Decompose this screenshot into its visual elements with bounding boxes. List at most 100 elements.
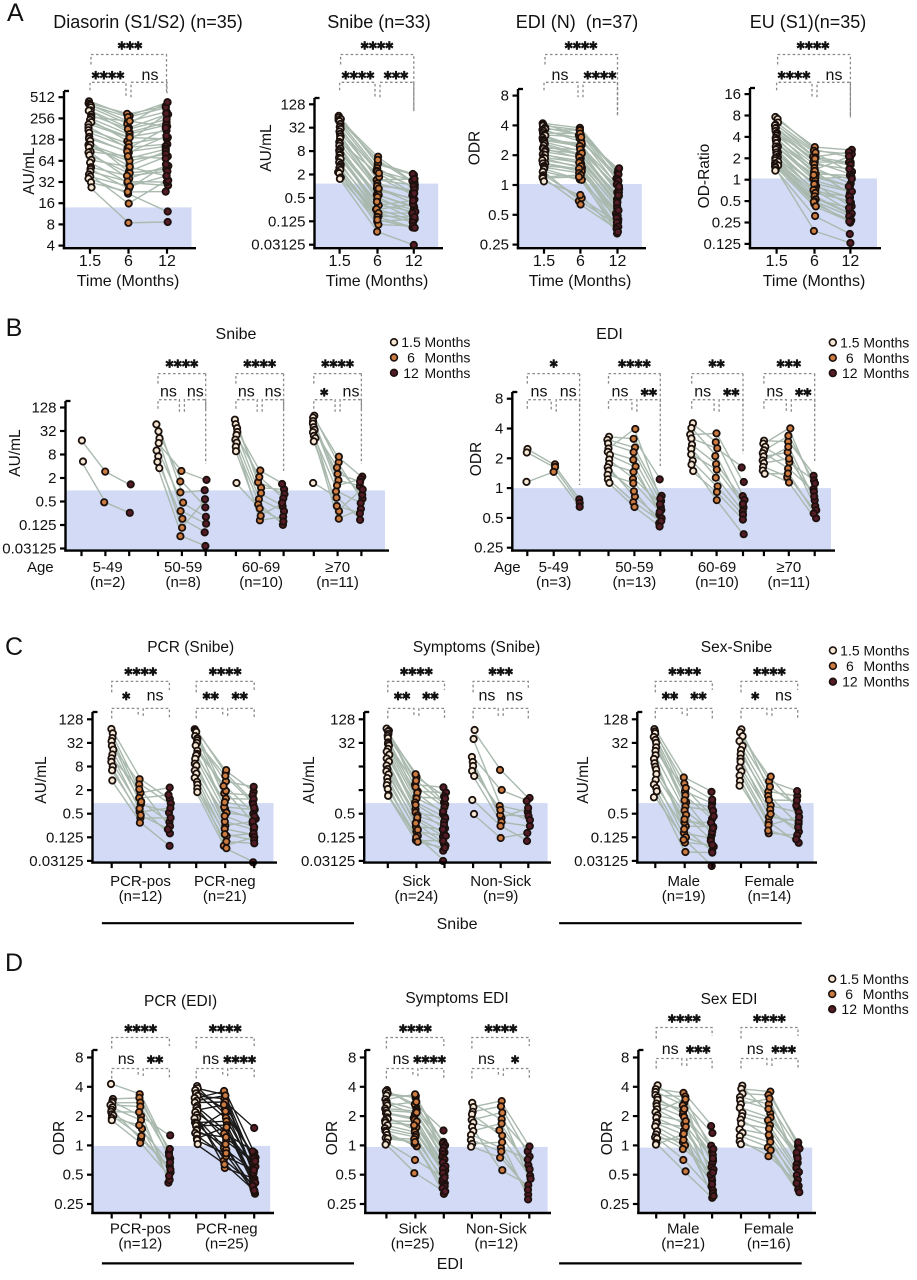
svg-text:2: 2 bbox=[501, 147, 509, 164]
svg-text:PCR (EDI): PCR (EDI) bbox=[144, 993, 217, 1010]
svg-text:Months: Months bbox=[863, 365, 909, 381]
svg-text:Sex-Snibe: Sex-Snibe bbox=[701, 639, 773, 656]
svg-text:(n=13): (n=13) bbox=[613, 574, 657, 591]
svg-text:0.5: 0.5 bbox=[63, 1167, 84, 1184]
svg-text:2: 2 bbox=[75, 1108, 83, 1125]
svg-text:(n=8): (n=8) bbox=[165, 574, 200, 591]
svg-text:4: 4 bbox=[733, 129, 741, 146]
svg-text:Months: Months bbox=[863, 350, 909, 366]
svg-text:1.5: 1.5 bbox=[533, 253, 555, 270]
svg-text:8: 8 bbox=[75, 1050, 83, 1067]
svg-text:ns: ns bbox=[265, 384, 282, 401]
svg-text:6: 6 bbox=[810, 253, 819, 270]
svg-text:0.5: 0.5 bbox=[335, 1167, 356, 1184]
svg-text:(n=12): (n=12) bbox=[119, 888, 163, 905]
svg-text:Time (Months): Time (Months) bbox=[529, 273, 632, 290]
svg-text:6: 6 bbox=[845, 986, 853, 1002]
svg-text:Female: Female bbox=[744, 1221, 794, 1238]
svg-text:Months: Months bbox=[864, 674, 910, 690]
svg-text:64: 64 bbox=[38, 153, 55, 170]
svg-text:(n=12): (n=12) bbox=[118, 1236, 162, 1253]
svg-text:32: 32 bbox=[612, 735, 629, 752]
svg-text:Months: Months bbox=[425, 365, 471, 381]
svg-text:128: 128 bbox=[330, 711, 355, 728]
svg-text:8: 8 bbox=[501, 88, 509, 105]
svg-text:12: 12 bbox=[405, 253, 423, 270]
svg-text:Months: Months bbox=[863, 335, 909, 351]
svg-text:≥70: ≥70 bbox=[776, 559, 801, 576]
svg-text:Age: Age bbox=[27, 559, 54, 576]
svg-text:(n=10): (n=10) bbox=[239, 574, 283, 591]
svg-text:ns: ns bbox=[694, 384, 711, 401]
svg-text:128: 128 bbox=[603, 711, 628, 728]
svg-text:2: 2 bbox=[495, 450, 503, 467]
svg-text:0.5: 0.5 bbox=[609, 1167, 630, 1184]
svg-text:ODR: ODR bbox=[599, 1121, 616, 1155]
svg-text:1: 1 bbox=[501, 177, 509, 194]
svg-text:12: 12 bbox=[842, 365, 858, 381]
svg-text:(n=21): (n=21) bbox=[203, 888, 247, 905]
svg-text:0.25: 0.25 bbox=[54, 1196, 83, 1213]
svg-text:Snibe: Snibe bbox=[437, 916, 478, 933]
svg-text:ns: ns bbox=[187, 384, 204, 401]
svg-text:8: 8 bbox=[621, 1050, 629, 1067]
svg-text:EDI (N) (n=37): EDI (N) (n=37) bbox=[516, 12, 639, 32]
svg-text:6: 6 bbox=[576, 253, 585, 270]
svg-text:ns: ns bbox=[766, 384, 783, 401]
svg-text:Sex EDI: Sex EDI bbox=[701, 991, 758, 1008]
svg-text:4: 4 bbox=[47, 238, 55, 255]
svg-text:0.125: 0.125 bbox=[19, 517, 57, 534]
svg-text:A: A bbox=[7, 0, 24, 27]
svg-text:Snibe: Snibe bbox=[216, 326, 257, 343]
svg-text:128: 128 bbox=[30, 132, 55, 149]
svg-text:0.03125: 0.03125 bbox=[2, 541, 56, 558]
svg-text:4: 4 bbox=[501, 117, 509, 134]
svg-text:(n=24): (n=24) bbox=[395, 888, 439, 905]
svg-text:0.5: 0.5 bbox=[334, 806, 355, 823]
svg-text:Months: Months bbox=[864, 642, 910, 658]
svg-text:ns: ns bbox=[147, 687, 164, 704]
svg-text:50-59: 50-59 bbox=[164, 559, 202, 576]
svg-text:8: 8 bbox=[48, 447, 56, 464]
svg-text:2: 2 bbox=[733, 150, 741, 167]
svg-text:6: 6 bbox=[846, 658, 854, 674]
svg-text:ns: ns bbox=[478, 1051, 495, 1068]
svg-text:Time (Months): Time (Months) bbox=[77, 273, 180, 290]
svg-text:4: 4 bbox=[495, 421, 503, 438]
svg-text:(n=11): (n=11) bbox=[767, 574, 810, 591]
svg-text:EDI: EDI bbox=[596, 326, 623, 343]
svg-text:(n=2): (n=2) bbox=[90, 574, 125, 591]
svg-text:2: 2 bbox=[48, 470, 56, 487]
svg-text:PCR-neg: PCR-neg bbox=[196, 1221, 258, 1238]
svg-text:1: 1 bbox=[75, 1137, 83, 1154]
svg-text:AU/mL: AU/mL bbox=[575, 756, 592, 804]
svg-text:0.03125: 0.03125 bbox=[251, 237, 305, 254]
svg-text:4: 4 bbox=[75, 1079, 83, 1096]
svg-text:(n=21): (n=21) bbox=[661, 1236, 705, 1253]
svg-text:0.5: 0.5 bbox=[285, 190, 306, 207]
svg-text:Months: Months bbox=[425, 334, 471, 350]
svg-text:Sick: Sick bbox=[399, 1221, 428, 1238]
svg-text:16: 16 bbox=[38, 195, 55, 212]
svg-text:0.125: 0.125 bbox=[703, 236, 741, 253]
svg-text:0.03125: 0.03125 bbox=[574, 853, 628, 870]
svg-text:ns: ns bbox=[142, 67, 159, 84]
svg-text:512: 512 bbox=[30, 89, 55, 106]
svg-text:6: 6 bbox=[373, 253, 382, 270]
svg-text:128: 128 bbox=[31, 400, 56, 417]
svg-text:8: 8 bbox=[348, 1050, 356, 1067]
svg-text:ns: ns bbox=[238, 384, 255, 401]
svg-text:Snibe (n=33): Snibe (n=33) bbox=[327, 12, 431, 32]
svg-text:Symptoms (Snibe): Symptoms (Snibe) bbox=[413, 639, 540, 656]
svg-text:ns: ns bbox=[202, 1051, 219, 1068]
svg-text:(n=9): (n=9) bbox=[483, 888, 518, 905]
svg-text:Age: Age bbox=[494, 559, 521, 576]
svg-text:AU/mL: AU/mL bbox=[33, 756, 50, 804]
svg-text:PCR-pos: PCR-pos bbox=[110, 1221, 171, 1238]
svg-text:12: 12 bbox=[842, 674, 858, 690]
svg-text:2: 2 bbox=[348, 1108, 356, 1125]
svg-text:1.5: 1.5 bbox=[328, 253, 350, 270]
svg-text:(n=25): (n=25) bbox=[205, 1236, 249, 1253]
svg-text:0.5: 0.5 bbox=[36, 494, 57, 511]
svg-text:ns: ns bbox=[826, 67, 843, 84]
